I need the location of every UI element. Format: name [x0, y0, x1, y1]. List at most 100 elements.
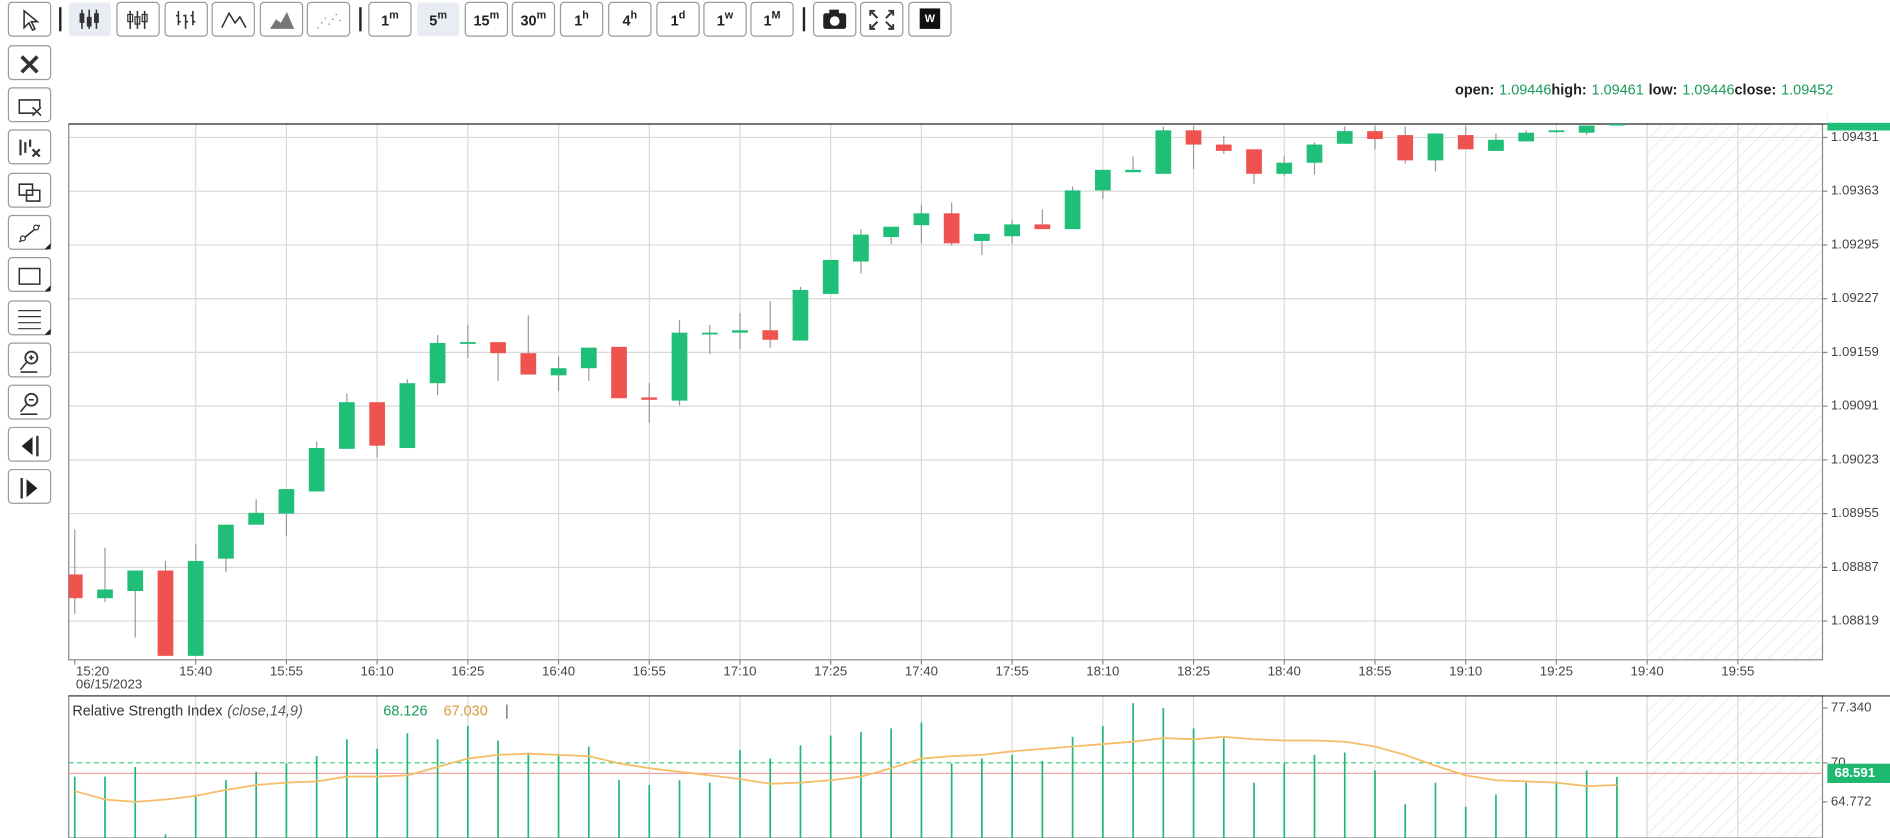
icon — [328, 23, 330, 25]
icon — [339, 19, 341, 22]
candle-body — [1306, 144, 1323, 163]
icon — [79, 13, 85, 23]
candle-body — [1094, 169, 1111, 191]
button-bg — [860, 1, 904, 37]
timeframe-number: 4 — [622, 13, 630, 29]
timeframe-button[interactable]: 1h — [559, 1, 604, 37]
timeframe-button[interactable]: 5m — [417, 2, 460, 37]
timeframe-button[interactable]: 1M — [750, 1, 794, 37]
timeframe-button[interactable]: 1w — [703, 1, 747, 37]
button-bg — [417, 2, 460, 37]
candle-body — [399, 383, 416, 449]
timeframe-button[interactable]: 30m — [511, 1, 556, 37]
candle-body — [580, 347, 597, 369]
candle-body — [1155, 130, 1172, 174]
ohlc-label: high: — [1551, 82, 1586, 98]
chart-type-button[interactable] — [211, 1, 255, 37]
drawing-tool-button[interactable] — [7, 426, 52, 462]
logo-button[interactable]: W — [908, 1, 952, 37]
candle-body — [792, 289, 809, 341]
chart-type-button[interactable] — [116, 1, 160, 37]
candle-body — [68, 574, 83, 599]
logo-text: W — [925, 13, 936, 25]
icon — [18, 267, 41, 285]
drawing-tool-button[interactable] — [7, 342, 52, 378]
button-bg — [608, 1, 652, 37]
drawing-tool-button[interactable] — [7, 172, 52, 208]
x-tick-label: 17:25 — [814, 663, 847, 678]
icon — [829, 16, 840, 26]
timeframe-number: 30 — [521, 13, 537, 29]
submenu-corner — [44, 243, 51, 250]
timeframe-unit: m — [537, 10, 547, 22]
timeframe-button[interactable]: 1d — [656, 1, 700, 37]
timeframe-unit: m — [490, 10, 500, 22]
y-tick-label: 1.09295 — [1831, 236, 1879, 251]
icon — [869, 9, 895, 30]
value-tag — [1827, 763, 1890, 783]
icon — [175, 10, 181, 26]
candle-body — [1488, 139, 1504, 151]
chart-type-button[interactable] — [306, 1, 351, 37]
timeframe-button[interactable]: 1m — [368, 1, 412, 37]
candle-body — [248, 512, 265, 525]
drawing-tool-button[interactable] — [7, 129, 52, 165]
drawing-tool-button[interactable] — [7, 468, 52, 504]
chart-type-button[interactable] — [164, 1, 208, 37]
y-tick-label: 1.09091 — [1831, 398, 1879, 413]
icon — [24, 392, 39, 407]
icon — [18, 99, 42, 117]
icon — [829, 9, 839, 15]
candle-body — [520, 353, 537, 375]
x-tick-label: 16:55 — [633, 663, 666, 678]
candle-body — [1336, 131, 1353, 144]
timeframe-number: 15 — [474, 13, 490, 29]
timeframe-number: 1 — [717, 13, 725, 29]
candle-body — [1397, 135, 1414, 161]
indicator-params: (close,14,9) — [227, 703, 302, 719]
rsi-signal-line — [74, 735, 1617, 803]
timeframe-label: 1d — [671, 10, 686, 30]
drawing-tool-button[interactable] — [7, 87, 52, 123]
timeframe-unit: d — [679, 10, 686, 22]
indicator-separator: | — [505, 703, 509, 719]
timeframe-unit: m — [437, 10, 447, 22]
x-tick-label: 19:10 — [1449, 663, 1482, 678]
timeframe-label: 1m — [381, 10, 399, 30]
snapshot-button[interactable] — [813, 1, 857, 37]
candle-body — [459, 342, 476, 344]
timeframe-button[interactable]: 4h — [608, 1, 652, 37]
timeframe-button[interactable]: 15m — [464, 1, 509, 37]
button-bg — [7, 342, 52, 378]
candle-body — [157, 570, 174, 656]
x-tick-label: 19:25 — [1540, 663, 1573, 678]
button-bg — [306, 1, 351, 37]
drawing-tool-button[interactable] — [7, 384, 52, 420]
timeframe-number: 1 — [671, 13, 679, 29]
drawing-tool-button[interactable] — [7, 300, 52, 336]
timeframe-label: 30m — [521, 10, 547, 30]
chart-type-button[interactable] — [259, 1, 304, 37]
timeframe-number: 1 — [763, 13, 771, 29]
timeframe-number: 5 — [429, 13, 437, 29]
candle-body — [883, 226, 900, 238]
x-tick-label: 17:10 — [723, 663, 756, 678]
drawing-tool-button[interactable] — [7, 214, 52, 250]
timeframe-label: 1w — [717, 10, 734, 30]
icon — [324, 17, 327, 19]
drawing-tool-button[interactable] — [7, 45, 52, 81]
candle-body — [97, 589, 113, 599]
icon — [19, 139, 41, 158]
indicator-frame — [68, 695, 1824, 838]
ohlc-label: close: — [1735, 82, 1777, 98]
icon — [19, 235, 26, 242]
chart-type-button[interactable] — [7, 1, 52, 37]
future-area — [1647, 124, 1823, 660]
chart-type-button[interactable] — [68, 2, 111, 37]
fullscreen-button[interactable] — [860, 1, 904, 37]
candle-body — [762, 330, 779, 340]
drawing-tool-button[interactable] — [7, 257, 52, 292]
y-tick-label: 64.772 — [1831, 793, 1872, 808]
icon — [20, 55, 39, 74]
